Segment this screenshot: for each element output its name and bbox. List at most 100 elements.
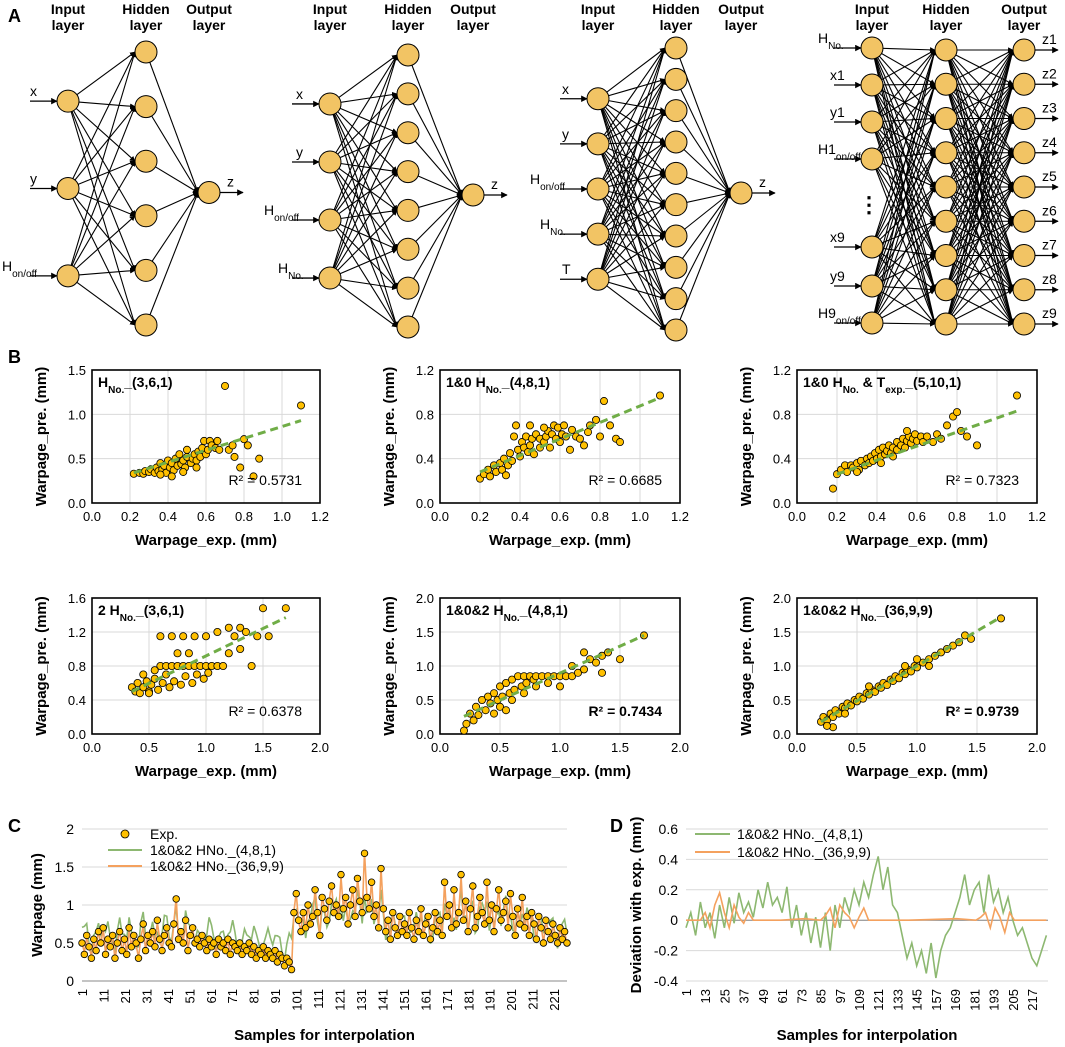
data-point	[865, 682, 874, 691]
exp-point	[356, 897, 364, 905]
data-point	[903, 426, 912, 435]
data-point	[188, 679, 197, 688]
exp-point	[297, 927, 305, 936]
exp-point	[537, 924, 545, 932]
y-tick-label: 0.4	[773, 452, 791, 467]
output-node	[1012, 244, 1036, 267]
exp-point	[551, 931, 559, 940]
data-point	[616, 655, 625, 664]
data-point	[230, 632, 239, 641]
x-tick-label: 201	[504, 989, 519, 1011]
exp-point	[360, 849, 369, 858]
connection	[675, 141, 731, 194]
text-part: H	[98, 374, 108, 390]
exp-point	[516, 920, 524, 928]
data-point	[165, 683, 174, 692]
input-label: x1	[830, 67, 845, 83]
data-point	[154, 685, 163, 694]
y-tick-label: 1.2	[773, 363, 791, 378]
exp-point	[436, 916, 444, 924]
y-axis-label: Warpage_pre. (mm)	[381, 596, 398, 735]
data-point	[576, 434, 585, 443]
x-tick-label: 109	[852, 989, 867, 1011]
y-axis-label: Warpage (mm)	[29, 853, 46, 957]
y-tick-label: 0.0	[68, 496, 86, 511]
connection	[329, 219, 398, 250]
y-tick-label: 0	[66, 973, 74, 989]
x-axis-label: Warpage_exp. (mm)	[846, 763, 988, 780]
layer-title: layer	[930, 17, 963, 33]
data-point	[249, 472, 258, 481]
data-point	[483, 692, 492, 701]
exp-point	[179, 939, 187, 947]
text-part: H9	[818, 305, 836, 321]
exp-point	[344, 920, 352, 928]
legend: 1&0&2 HNo._(4,8,1) 1&0&2 HNo._(36,9,9)	[695, 826, 871, 860]
hidden-node	[934, 278, 958, 302]
data-point	[144, 689, 153, 698]
connection	[67, 275, 136, 326]
x-tick-label: 0.0	[83, 740, 101, 755]
exp-point	[311, 886, 319, 894]
x-tick-label: 1.2	[311, 509, 329, 524]
network-3: InputlayerHiddenlayerOutputlayerxyHon/of…	[530, 1, 776, 342]
connection	[675, 79, 731, 194]
x-tick-label: 133	[890, 989, 905, 1011]
x-tick-label: 0.4	[868, 509, 886, 524]
layer-title: Input	[581, 1, 616, 17]
output-node	[1012, 278, 1036, 302]
connection	[597, 188, 666, 237]
data-point	[566, 445, 575, 454]
connection	[597, 110, 666, 145]
exp-point	[250, 943, 258, 951]
exp-point	[553, 939, 562, 947]
exp-point	[85, 943, 93, 951]
connection	[871, 49, 936, 123]
y-axis-label: Warpage_pre. (mm)	[738, 596, 755, 735]
data-point	[497, 465, 506, 474]
exp-point	[509, 912, 517, 921]
subscript: on/off	[836, 316, 861, 327]
input-node	[318, 208, 342, 232]
connection	[329, 93, 398, 279]
subscript: No.	[861, 613, 877, 624]
y-tick-label: -0.4	[654, 973, 678, 989]
data-point	[192, 463, 201, 472]
exp-point	[198, 931, 206, 940]
exp-point	[466, 905, 475, 913]
input-label: x	[296, 86, 303, 102]
connection	[67, 51, 136, 189]
output-node	[1012, 312, 1036, 336]
x-tick-label: 0.6	[551, 509, 569, 524]
connection	[871, 285, 936, 325]
text-part: 1&0 H	[446, 374, 486, 390]
exp-point	[101, 950, 110, 959]
exp-point	[125, 924, 133, 932]
connection	[945, 49, 1014, 119]
layer-title: Hidden	[922, 1, 969, 17]
x-tick-label: 0.0	[788, 740, 806, 755]
input-node	[56, 177, 80, 200]
connection	[67, 100, 136, 271]
exp-point	[196, 943, 204, 951]
connection	[597, 110, 666, 235]
exp-point	[115, 927, 124, 936]
x-tick-label: 49	[756, 989, 771, 1003]
x-tick-label: 121	[871, 989, 886, 1011]
hidden-node	[134, 149, 158, 173]
x-axis-label: Warpage_exp. (mm)	[135, 763, 277, 780]
connection	[945, 152, 1014, 325]
data-point	[459, 726, 468, 735]
data-point	[501, 679, 510, 688]
data-point	[544, 679, 553, 688]
panel-a-networks: InputlayerHiddenlayerOutputlayerxyHon/of…	[2, 1, 1059, 342]
connection	[329, 248, 398, 279]
exp-point	[370, 912, 378, 921]
connection	[597, 278, 666, 331]
hidden-node	[134, 204, 158, 228]
y-tick-label: 0.4	[659, 851, 679, 867]
data-point	[495, 702, 504, 711]
y-tick-label: 0.8	[416, 407, 434, 422]
connection	[67, 51, 136, 102]
exp-point	[542, 916, 550, 924]
